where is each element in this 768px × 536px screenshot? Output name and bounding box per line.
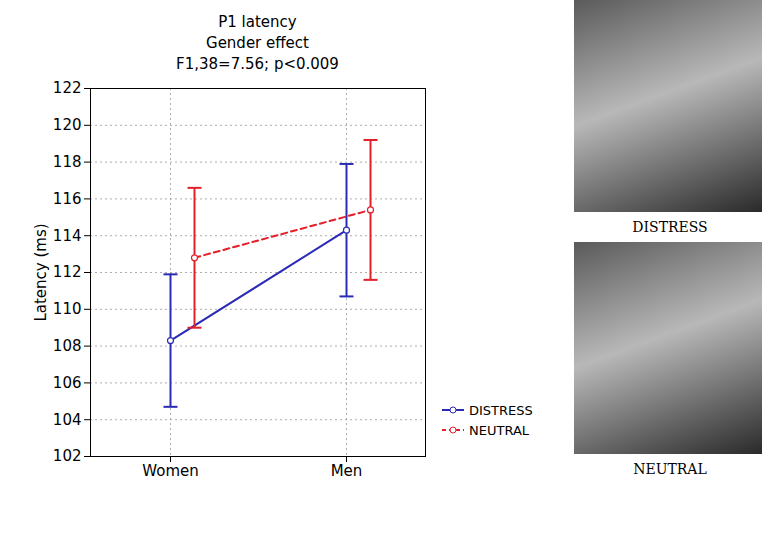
svg-text:110: 110 bbox=[53, 300, 82, 318]
svg-text:112: 112 bbox=[53, 263, 82, 281]
svg-text:116: 116 bbox=[53, 190, 82, 208]
svg-text:Latency (ms): Latency (ms) bbox=[32, 223, 50, 321]
svg-text:118: 118 bbox=[53, 153, 82, 171]
svg-text:120: 120 bbox=[53, 116, 82, 134]
svg-text:122: 122 bbox=[53, 79, 82, 97]
svg-text:Women: Women bbox=[142, 462, 198, 480]
html-text:NEUTRAL: NEUTRAL bbox=[469, 422, 529, 438]
svg-text:Men: Men bbox=[331, 462, 363, 480]
html-text:DISTRESS: DISTRESS bbox=[469, 402, 533, 418]
svg-text:104: 104 bbox=[53, 411, 82, 429]
svg-text:108: 108 bbox=[53, 337, 82, 355]
html-text:NEUTRAL: NEUTRAL bbox=[633, 461, 707, 477]
html-text:P1 latency: P1 latency bbox=[218, 13, 297, 31]
html-text:DISTRESS: DISTRESS bbox=[632, 219, 708, 235]
svg-text:114: 114 bbox=[53, 227, 82, 245]
svg-text:102: 102 bbox=[53, 447, 82, 465]
html-text:Gender effect: Gender effect bbox=[206, 34, 309, 52]
svg-text:106: 106 bbox=[53, 374, 82, 392]
html-text:F1,38=7.56; p<0.009: F1,38=7.56; p<0.009 bbox=[176, 55, 339, 73]
